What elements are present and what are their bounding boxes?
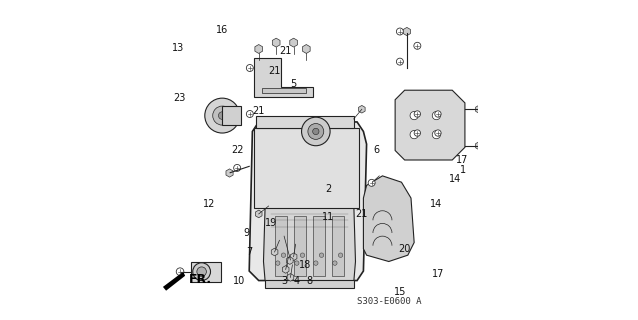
Polygon shape bbox=[249, 122, 367, 281]
Circle shape bbox=[193, 263, 211, 281]
Text: 17: 17 bbox=[456, 155, 468, 165]
Circle shape bbox=[433, 111, 440, 120]
Text: 10: 10 bbox=[233, 276, 245, 285]
Text: 16: 16 bbox=[216, 25, 228, 35]
Text: 19: 19 bbox=[265, 219, 278, 228]
Circle shape bbox=[281, 253, 286, 257]
Circle shape bbox=[396, 58, 403, 65]
Circle shape bbox=[300, 253, 305, 257]
Polygon shape bbox=[286, 257, 293, 264]
Text: 9: 9 bbox=[243, 228, 249, 238]
Circle shape bbox=[308, 124, 323, 140]
Text: 14: 14 bbox=[449, 174, 461, 184]
Polygon shape bbox=[263, 208, 355, 281]
Bar bbox=[222, 106, 241, 125]
Text: 2: 2 bbox=[325, 184, 332, 194]
Text: 18: 18 bbox=[299, 260, 311, 270]
Polygon shape bbox=[226, 169, 233, 177]
Polygon shape bbox=[254, 59, 313, 97]
Circle shape bbox=[414, 111, 420, 117]
Text: 6: 6 bbox=[373, 146, 379, 156]
Circle shape bbox=[410, 111, 419, 120]
Text: 7: 7 bbox=[246, 247, 253, 257]
Circle shape bbox=[314, 261, 318, 265]
Polygon shape bbox=[290, 38, 297, 47]
Bar bbox=[265, 280, 354, 288]
Circle shape bbox=[295, 261, 299, 265]
Bar bbox=[332, 215, 345, 276]
Text: 21: 21 bbox=[355, 209, 368, 219]
Circle shape bbox=[434, 130, 441, 136]
Circle shape bbox=[218, 112, 226, 119]
Text: 3: 3 bbox=[281, 276, 287, 285]
Circle shape bbox=[410, 131, 419, 139]
Text: 15: 15 bbox=[394, 287, 406, 297]
Text: 23: 23 bbox=[174, 93, 186, 103]
Circle shape bbox=[368, 179, 375, 186]
Text: FR.: FR. bbox=[189, 273, 212, 286]
Text: 4: 4 bbox=[293, 276, 300, 285]
Text: 1: 1 bbox=[460, 164, 466, 174]
Polygon shape bbox=[255, 44, 263, 53]
Polygon shape bbox=[163, 272, 185, 291]
Text: S303-E0600 A: S303-E0600 A bbox=[357, 297, 421, 306]
Circle shape bbox=[197, 267, 206, 276]
Polygon shape bbox=[475, 105, 483, 113]
Bar bbox=[254, 128, 359, 208]
Circle shape bbox=[338, 253, 343, 257]
Text: 21: 21 bbox=[279, 45, 292, 56]
Polygon shape bbox=[283, 266, 289, 273]
Bar bbox=[191, 261, 221, 282]
Bar bbox=[274, 215, 287, 276]
Circle shape bbox=[414, 130, 420, 136]
Text: 21: 21 bbox=[269, 66, 281, 76]
Circle shape bbox=[332, 261, 337, 265]
Text: 13: 13 bbox=[172, 43, 184, 53]
Circle shape bbox=[302, 117, 330, 146]
Polygon shape bbox=[287, 274, 293, 281]
Text: 8: 8 bbox=[306, 276, 313, 285]
Polygon shape bbox=[359, 105, 365, 113]
Circle shape bbox=[205, 98, 240, 133]
Bar bbox=[313, 215, 325, 276]
Circle shape bbox=[434, 111, 441, 117]
Text: 14: 14 bbox=[430, 199, 443, 209]
Polygon shape bbox=[255, 210, 262, 218]
Text: 22: 22 bbox=[231, 146, 244, 156]
Circle shape bbox=[433, 131, 440, 139]
Circle shape bbox=[319, 253, 323, 257]
Text: 5: 5 bbox=[290, 79, 297, 89]
Circle shape bbox=[246, 110, 253, 117]
Circle shape bbox=[212, 106, 232, 125]
Polygon shape bbox=[272, 38, 280, 47]
Circle shape bbox=[234, 164, 241, 172]
Bar bbox=[256, 116, 354, 128]
Circle shape bbox=[414, 42, 421, 49]
Text: 21: 21 bbox=[253, 106, 265, 116]
Polygon shape bbox=[475, 142, 483, 150]
Circle shape bbox=[246, 65, 253, 71]
Polygon shape bbox=[271, 248, 278, 256]
Polygon shape bbox=[395, 90, 465, 160]
Circle shape bbox=[176, 268, 184, 276]
Text: 12: 12 bbox=[203, 199, 215, 209]
Circle shape bbox=[313, 128, 319, 135]
Text: 11: 11 bbox=[322, 212, 335, 222]
Polygon shape bbox=[290, 253, 297, 260]
Text: 20: 20 bbox=[399, 244, 411, 254]
Text: 17: 17 bbox=[432, 269, 444, 279]
Circle shape bbox=[396, 28, 403, 35]
Polygon shape bbox=[364, 176, 414, 261]
Bar bbox=[262, 88, 306, 93]
Bar bbox=[293, 215, 306, 276]
Polygon shape bbox=[302, 44, 310, 53]
Circle shape bbox=[276, 261, 280, 265]
Polygon shape bbox=[403, 28, 410, 36]
